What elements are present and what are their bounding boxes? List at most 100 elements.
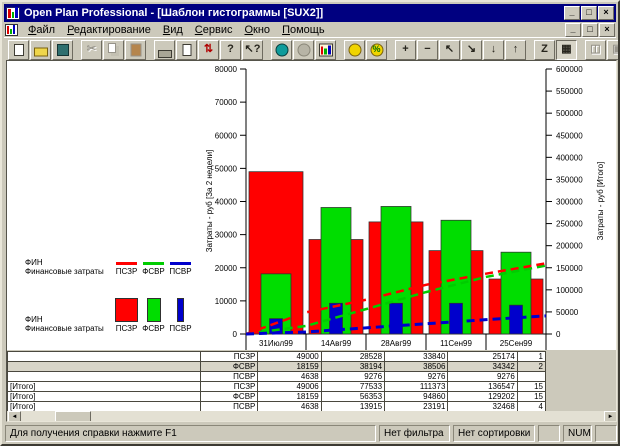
print-button[interactable] bbox=[154, 39, 175, 60]
cell-value[interactable]: 34342 bbox=[447, 361, 518, 372]
mini-bar bbox=[13, 24, 15, 34]
cell-value[interactable]: 4638 bbox=[257, 371, 322, 382]
child-restore-button[interactable]: □ bbox=[582, 22, 598, 37]
cell-value[interactable]: 38506 bbox=[384, 361, 449, 372]
menu-item-сервис[interactable]: Сервис bbox=[194, 23, 233, 36]
data-table[interactable]: ПСЗР 49000 28528 33840 25174 1 ФСВР 18159 38194 3… bbox=[7, 351, 547, 412]
demote-button[interactable]: ↘ bbox=[461, 39, 482, 60]
print-preview-button[interactable] bbox=[176, 39, 197, 60]
add-row-button[interactable]: + bbox=[395, 39, 416, 60]
time-analysis-button[interactable] bbox=[271, 39, 292, 60]
cascade-windows-button[interactable]: ▣ bbox=[607, 39, 618, 60]
cell-value[interactable]: 94860 bbox=[384, 391, 449, 402]
table-view-button[interactable]: ▦ bbox=[556, 39, 577, 60]
legend-item-ПСЗР: ПСЗР bbox=[113, 298, 140, 333]
cell-code[interactable]: ПСЗР bbox=[200, 381, 259, 392]
svg-text:250000: 250000 bbox=[556, 220, 583, 229]
menu-item-редактирование[interactable]: Редактирование bbox=[67, 23, 151, 36]
resource-analysis-button[interactable] bbox=[293, 39, 314, 60]
cell-value[interactable]: 4638 bbox=[257, 401, 322, 412]
table-row[interactable]: [Итого] ФСВР 18159 56353 94860 129202 15 bbox=[7, 391, 547, 402]
open-file-button[interactable] bbox=[30, 39, 51, 60]
horizontal-scrollbar[interactable]: ◄ ► bbox=[7, 411, 616, 421]
cell-value[interactable]: 2 bbox=[516, 361, 547, 372]
restore-button[interactable]: □ bbox=[581, 6, 597, 20]
svg-text:100000: 100000 bbox=[556, 286, 583, 295]
help-button[interactable]: ? bbox=[220, 39, 241, 60]
child-close-button[interactable]: × bbox=[599, 22, 615, 37]
cell-value[interactable]: 4 bbox=[516, 401, 547, 412]
cell-value[interactable]: 28528 bbox=[320, 351, 386, 362]
cell-value[interactable]: 49000 bbox=[257, 351, 322, 362]
cost-button[interactable] bbox=[344, 39, 365, 60]
cell-code[interactable]: ПСВР bbox=[200, 401, 259, 412]
scroll-left-button[interactable]: ◄ bbox=[8, 411, 21, 421]
cell-value[interactable]: 9276 bbox=[384, 371, 449, 382]
minimize-button[interactable]: _ bbox=[564, 6, 580, 20]
cell-value[interactable]: 33840 bbox=[384, 351, 449, 362]
menu-item-окно[interactable]: Окно bbox=[244, 23, 271, 36]
cell-value[interactable]: 9276 bbox=[447, 371, 518, 382]
cell-group[interactable]: [Итого] bbox=[7, 401, 202, 412]
cell-value[interactable] bbox=[516, 371, 547, 382]
cell-value[interactable]: 15 bbox=[516, 381, 547, 392]
scroll-right-button[interactable]: ► bbox=[604, 411, 616, 421]
cell-value[interactable]: 49006 bbox=[257, 381, 322, 392]
table-row[interactable]: [Итого] ПСВР 4638 13915 23191 32468 4 bbox=[7, 401, 547, 412]
move-down-button[interactable]: ↓ bbox=[483, 39, 504, 60]
move-up-button[interactable]: ↑ bbox=[505, 39, 526, 60]
cell-value[interactable]: 13915 bbox=[320, 401, 386, 412]
cell-value[interactable]: 38194 bbox=[320, 361, 386, 372]
cell-value[interactable]: 15 bbox=[516, 391, 547, 402]
new-file-button[interactable] bbox=[8, 39, 29, 60]
cell-value[interactable]: 32468 bbox=[447, 401, 518, 412]
cell-group[interactable] bbox=[7, 361, 202, 372]
levels-button[interactable]: ⇅ bbox=[198, 39, 219, 60]
cell-code[interactable]: ПСЗР bbox=[200, 351, 259, 362]
tile-windows-button[interactable]: ◫ bbox=[585, 39, 606, 60]
cut-button[interactable]: ✂ bbox=[81, 39, 102, 60]
cell-code[interactable]: ПСВР bbox=[200, 371, 259, 382]
cell-value[interactable]: 18159 bbox=[257, 391, 322, 402]
cell-value[interactable]: 136547 bbox=[447, 381, 518, 392]
cell-value[interactable]: 129202 bbox=[447, 391, 518, 402]
histogram-view-button[interactable] bbox=[315, 39, 336, 60]
cell-group[interactable] bbox=[7, 351, 202, 362]
cell-group[interactable]: [Итого] bbox=[7, 391, 202, 402]
cell-value[interactable]: 23191 bbox=[384, 401, 449, 412]
remove-row-button[interactable]: − bbox=[417, 39, 438, 60]
move-down-icon: ↓ bbox=[490, 43, 497, 55]
svg-text:150000: 150000 bbox=[556, 264, 583, 273]
cell-value[interactable]: 9276 bbox=[320, 371, 386, 382]
scroll-thumb[interactable] bbox=[55, 411, 91, 421]
close-button[interactable]: × bbox=[598, 6, 614, 20]
child-minimize-button[interactable]: _ bbox=[565, 22, 581, 37]
menu-item-файл[interactable]: Файл bbox=[28, 23, 56, 36]
context-help-button[interactable]: ↖? bbox=[242, 39, 263, 60]
copy-button[interactable] bbox=[103, 39, 124, 60]
cell-code[interactable]: ФСВР bbox=[200, 391, 259, 402]
save-file-button[interactable] bbox=[52, 39, 73, 60]
cell-value[interactable]: 111373 bbox=[384, 381, 449, 392]
table-row[interactable]: [Итого] ПСЗР 49006 77533 111373 136547 15 bbox=[7, 381, 547, 392]
cell-value[interactable]: 25174 bbox=[447, 351, 518, 362]
percent-complete-button[interactable]: % bbox=[366, 39, 387, 60]
cell-code[interactable]: ФСВР bbox=[200, 361, 259, 372]
cell-value[interactable]: 56353 bbox=[320, 391, 386, 402]
table-row[interactable]: ФСВР 18159 38194 38506 34342 2 bbox=[7, 361, 547, 372]
cell-group[interactable] bbox=[7, 371, 202, 382]
paste-button[interactable] bbox=[125, 39, 146, 60]
menu-item-помощь[interactable]: Помощь bbox=[282, 23, 325, 36]
document-icon bbox=[5, 23, 18, 36]
cell-value[interactable]: 1 bbox=[516, 351, 547, 362]
cell-value[interactable]: 77533 bbox=[320, 381, 386, 392]
zoom-mode-button[interactable]: Z bbox=[534, 39, 555, 60]
table-row[interactable]: ПСЗР 49000 28528 33840 25174 1 bbox=[7, 351, 547, 362]
promote-button[interactable]: ↖ bbox=[439, 39, 460, 60]
cell-group[interactable]: [Итого] bbox=[7, 381, 202, 392]
menu-item-вид[interactable]: Вид bbox=[162, 23, 183, 36]
cell-value[interactable]: 18159 bbox=[257, 361, 322, 372]
open-file-icon bbox=[33, 47, 48, 56]
table-row[interactable]: ПСВР 4638 9276 9276 9276 bbox=[7, 371, 547, 382]
percent-complete-icon: % bbox=[372, 44, 381, 54]
